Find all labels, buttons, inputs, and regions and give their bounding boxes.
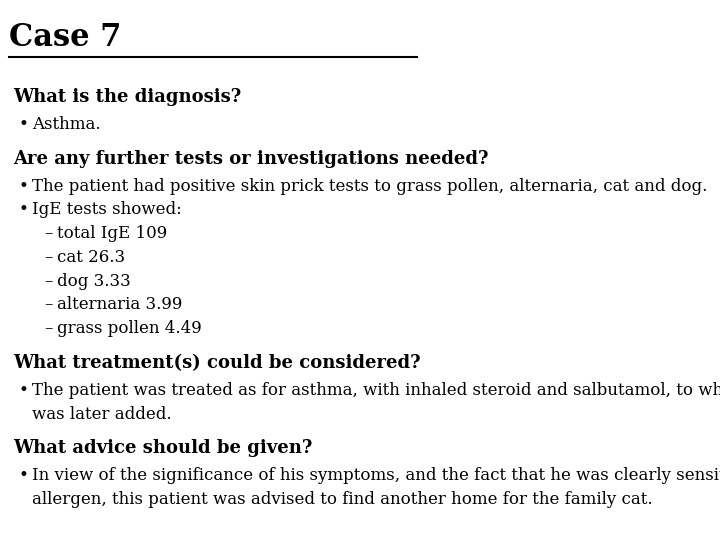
Text: What treatment(s) could be considered?: What treatment(s) could be considered? — [13, 354, 420, 372]
Text: Are any further tests or investigations needed?: Are any further tests or investigations … — [13, 150, 488, 167]
Text: •: • — [19, 178, 28, 194]
Text: –: – — [45, 273, 53, 289]
Text: What is the diagnosis?: What is the diagnosis? — [13, 88, 241, 106]
Text: grass pollen 4.49: grass pollen 4.49 — [58, 320, 202, 337]
Text: The patient was treated as for asthma, with inhaled steroid and salbutamol, to w: The patient was treated as for asthma, w… — [32, 382, 720, 399]
Text: –: – — [45, 249, 53, 266]
Text: •: • — [19, 467, 28, 484]
Text: –: – — [45, 320, 53, 337]
Text: Case 7: Case 7 — [9, 22, 121, 52]
Text: total IgE 109: total IgE 109 — [58, 225, 168, 242]
Text: IgE tests showed:: IgE tests showed: — [32, 201, 181, 218]
Text: •: • — [19, 382, 28, 399]
Text: •: • — [19, 201, 28, 218]
Text: alternaria 3.99: alternaria 3.99 — [58, 296, 183, 313]
Text: •: • — [19, 116, 28, 133]
Text: Asthma.: Asthma. — [32, 116, 101, 133]
Text: –: – — [45, 225, 53, 242]
Text: The patient had positive skin prick tests to grass pollen, alternaria, cat and d: The patient had positive skin prick test… — [32, 178, 707, 194]
Text: allergen, this patient was advised to find another home for the family cat.: allergen, this patient was advised to fi… — [32, 491, 652, 508]
Text: –: – — [45, 296, 53, 313]
Text: dog 3.33: dog 3.33 — [58, 273, 131, 289]
Text: In view of the significance of his symptoms, and the fact that he was clearly se: In view of the significance of his sympt… — [32, 467, 720, 484]
Text: was later added.: was later added. — [32, 406, 171, 422]
Text: cat 26.3: cat 26.3 — [58, 249, 125, 266]
Text: What advice should be given?: What advice should be given? — [13, 439, 312, 457]
